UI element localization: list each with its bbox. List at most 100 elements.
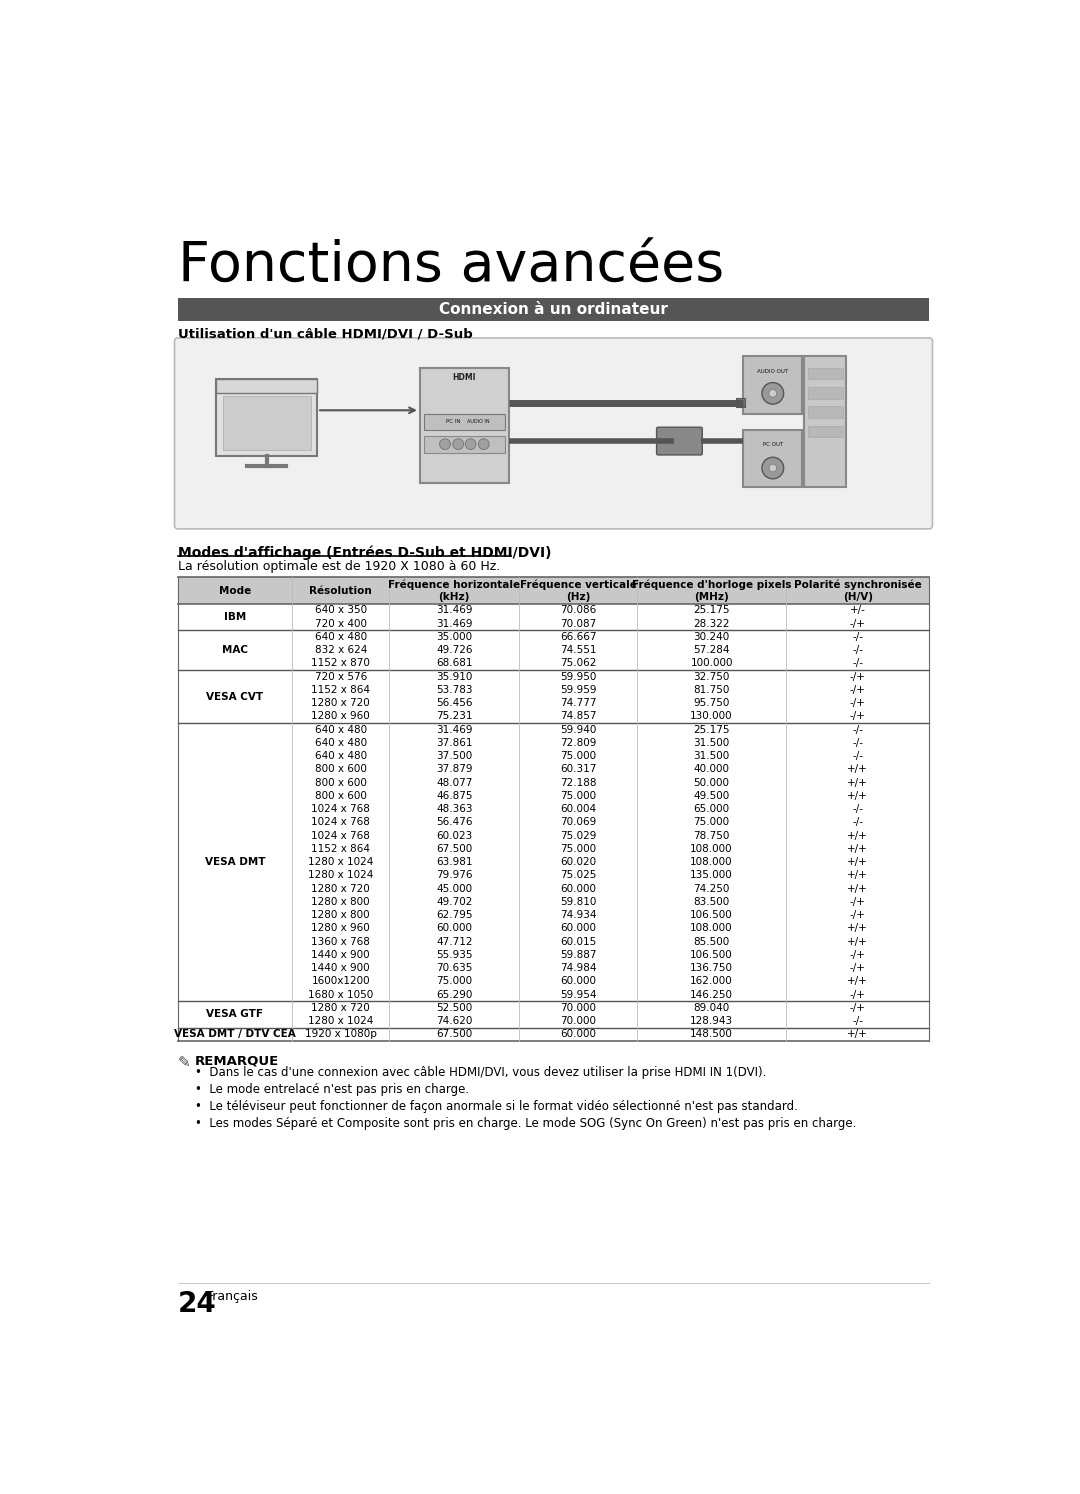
Text: +/+: +/+ xyxy=(848,844,868,855)
Text: 640 x 350: 640 x 350 xyxy=(314,605,367,616)
Text: 50.000: 50.000 xyxy=(693,778,730,787)
Text: PC OUT: PC OUT xyxy=(762,442,783,447)
Text: 70.000: 70.000 xyxy=(561,1016,596,1026)
Text: 1680 x 1050: 1680 x 1050 xyxy=(308,989,374,999)
Text: -/-: -/- xyxy=(852,645,863,656)
Bar xyxy=(177,683,930,696)
Text: 70.069: 70.069 xyxy=(561,817,596,828)
Text: 75.000: 75.000 xyxy=(561,790,596,801)
Text: 67.500: 67.500 xyxy=(436,1029,472,1040)
Text: 1280 x 720: 1280 x 720 xyxy=(311,698,370,708)
Text: 55.935: 55.935 xyxy=(436,950,473,959)
Text: 40.000: 40.000 xyxy=(693,765,730,774)
Circle shape xyxy=(453,439,463,450)
Text: 108.000: 108.000 xyxy=(690,923,733,934)
Bar xyxy=(743,430,801,487)
Text: Fréquence d'horloge pixels
(MHz): Fréquence d'horloge pixels (MHz) xyxy=(632,580,792,602)
Bar xyxy=(177,297,930,321)
Text: 63.981: 63.981 xyxy=(436,858,473,867)
Text: 832 x 624: 832 x 624 xyxy=(314,645,367,656)
Text: 60.000: 60.000 xyxy=(561,923,596,934)
Text: 130.000: 130.000 xyxy=(690,711,733,722)
Text: 72.809: 72.809 xyxy=(561,738,596,748)
Text: 70.087: 70.087 xyxy=(561,619,596,629)
Circle shape xyxy=(769,465,777,472)
Text: •  Le téléviseur peut fonctionner de façon anormale si le format vidéo sélection: • Le téléviseur peut fonctionner de faço… xyxy=(194,1100,797,1113)
Text: 1280 x 1024: 1280 x 1024 xyxy=(308,1016,374,1026)
Text: 59.950: 59.950 xyxy=(561,672,596,681)
Bar xyxy=(177,802,930,816)
Bar xyxy=(177,671,930,683)
Text: REMARQUE: REMARQUE xyxy=(194,1055,279,1068)
Bar xyxy=(808,368,842,379)
Text: 60.020: 60.020 xyxy=(561,858,596,867)
Text: 28.322: 28.322 xyxy=(693,619,730,629)
Bar xyxy=(423,414,505,430)
Text: 89.040: 89.040 xyxy=(693,1002,730,1013)
Text: 1360 x 768: 1360 x 768 xyxy=(311,937,370,947)
Text: 75.062: 75.062 xyxy=(561,659,596,668)
Bar xyxy=(177,789,930,802)
Text: ✎: ✎ xyxy=(177,1055,190,1070)
Text: +/+: +/+ xyxy=(848,858,868,867)
Text: 60.015: 60.015 xyxy=(561,937,596,947)
Text: 31.469: 31.469 xyxy=(436,619,473,629)
Text: +/+: +/+ xyxy=(848,1029,868,1040)
Text: 37.500: 37.500 xyxy=(436,751,472,760)
Bar xyxy=(177,737,930,750)
Bar xyxy=(177,1014,930,1028)
Bar xyxy=(177,763,930,775)
Bar xyxy=(177,750,930,763)
Bar xyxy=(177,644,930,657)
Text: Connexion à un ordinateur: Connexion à un ordinateur xyxy=(440,302,667,317)
Text: 1600x1200: 1600x1200 xyxy=(311,976,370,986)
Text: 640 x 480: 640 x 480 xyxy=(314,632,367,642)
Bar xyxy=(177,604,930,617)
Text: Mode: Mode xyxy=(219,586,252,596)
Text: -/+: -/+ xyxy=(850,698,866,708)
Bar xyxy=(177,856,930,868)
Text: 1152 x 864: 1152 x 864 xyxy=(311,684,370,695)
Text: PC IN: PC IN xyxy=(446,420,460,424)
Text: Fréquence horizontale
(kHz): Fréquence horizontale (kHz) xyxy=(388,580,521,602)
Text: IBM: IBM xyxy=(224,613,246,622)
Text: 70.000: 70.000 xyxy=(561,1002,596,1013)
Text: +/+: +/+ xyxy=(848,923,868,934)
Bar xyxy=(177,723,930,737)
Bar xyxy=(222,396,311,450)
Text: VESA GTF: VESA GTF xyxy=(206,1010,264,1019)
Text: 1280 x 960: 1280 x 960 xyxy=(311,923,370,934)
Text: 48.363: 48.363 xyxy=(436,804,473,814)
Text: 60.000: 60.000 xyxy=(561,976,596,986)
Text: 1152 x 870: 1152 x 870 xyxy=(311,659,370,668)
Text: 1024 x 768: 1024 x 768 xyxy=(311,817,370,828)
Text: 1280 x 800: 1280 x 800 xyxy=(311,896,370,907)
Text: -/+: -/+ xyxy=(850,684,866,695)
Text: 31.500: 31.500 xyxy=(693,751,730,760)
Text: 720 x 576: 720 x 576 xyxy=(314,672,367,681)
Text: 66.667: 66.667 xyxy=(561,632,596,642)
Text: +/+: +/+ xyxy=(848,831,868,841)
Text: 74.250: 74.250 xyxy=(693,883,730,893)
Text: 800 x 600: 800 x 600 xyxy=(315,765,367,774)
Text: 31.469: 31.469 xyxy=(436,605,473,616)
Text: 31.500: 31.500 xyxy=(693,738,730,748)
Bar xyxy=(216,379,318,393)
Text: 146.250: 146.250 xyxy=(690,989,733,999)
Text: -/+: -/+ xyxy=(850,964,866,973)
Bar xyxy=(808,406,842,418)
Bar xyxy=(177,775,930,789)
Text: 106.500: 106.500 xyxy=(690,910,733,920)
Text: 70.635: 70.635 xyxy=(436,964,472,973)
Text: 49.500: 49.500 xyxy=(693,790,730,801)
Text: 25.175: 25.175 xyxy=(693,605,730,616)
Text: 59.940: 59.940 xyxy=(561,725,596,735)
Text: MAC: MAC xyxy=(222,645,248,656)
Bar xyxy=(177,657,930,671)
Bar xyxy=(177,881,930,895)
Text: +/+: +/+ xyxy=(848,765,868,774)
Bar xyxy=(177,1028,930,1041)
Circle shape xyxy=(769,390,777,397)
Bar xyxy=(177,962,930,974)
Text: 75.000: 75.000 xyxy=(693,817,730,828)
